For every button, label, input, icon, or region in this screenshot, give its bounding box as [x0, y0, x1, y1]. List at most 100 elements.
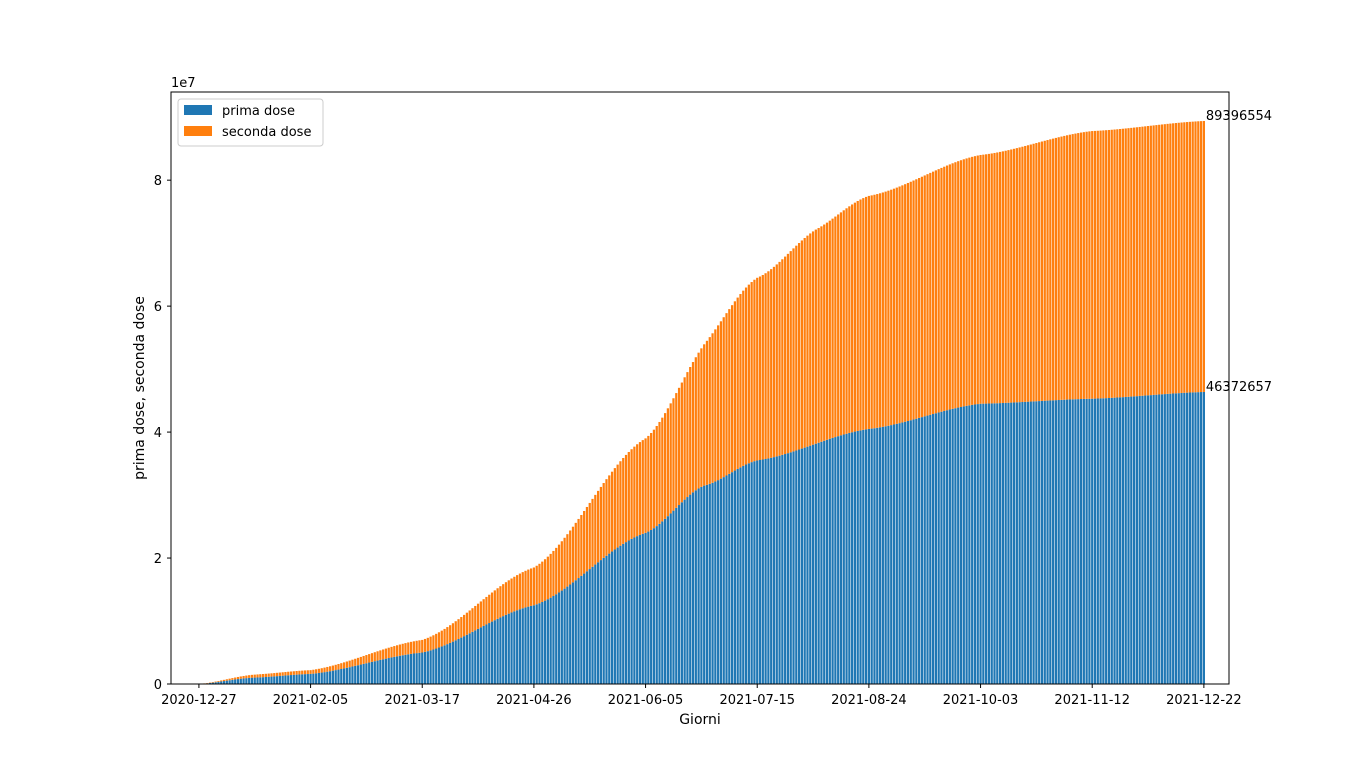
- bar-prima-dose: [1199, 392, 1203, 684]
- bar-prima-dose: [518, 609, 522, 684]
- bar-seconda-dose: [543, 559, 547, 601]
- bar-seconda-dose: [222, 679, 226, 682]
- bar-seconda-dose: [521, 572, 524, 609]
- bar-prima-dose: [253, 677, 256, 684]
- bar-seconda-dose: [303, 670, 307, 675]
- bar-seconda-dose: [1102, 130, 1105, 399]
- bar-prima-dose: [220, 681, 223, 684]
- bar-prima-dose: [1191, 392, 1194, 684]
- bar-seconda-dose: [1040, 141, 1044, 401]
- bar-seconda-dose: [909, 181, 912, 421]
- legend-box: [177, 98, 324, 147]
- bar-prima-dose: [906, 420, 910, 684]
- bar-seconda-dose: [320, 668, 323, 673]
- bar-seconda-dose: [566, 534, 569, 587]
- bar-seconda-dose: [317, 668, 321, 673]
- bar-seconda-dose: [845, 208, 848, 434]
- bar-seconda-dose: [742, 290, 745, 466]
- bar-seconda-dose: [931, 171, 935, 414]
- bar-seconda-dose: [239, 676, 242, 679]
- bar-prima-dose: [256, 677, 259, 684]
- bar-prima-dose: [488, 623, 491, 684]
- bar-prima-dose: [354, 665, 357, 684]
- bar-prima-dose: [971, 404, 974, 684]
- bar-prima-dose: [214, 682, 217, 684]
- bar-seconda-dose: [457, 619, 460, 639]
- bar-prima-dose: [591, 566, 594, 684]
- bar-prima-dose: [792, 451, 795, 684]
- bar-prima-dose: [937, 412, 940, 684]
- bar-prima-dose: [398, 655, 402, 684]
- bar-seconda-dose: [814, 229, 817, 444]
- bar-seconda-dose: [806, 235, 809, 447]
- bar-seconda-dose: [518, 573, 522, 610]
- bar-prima-dose: [460, 637, 463, 684]
- bar-seconda-dose: [301, 670, 304, 675]
- bar-prima-dose: [1144, 395, 1147, 684]
- bar-prima-dose: [359, 664, 362, 684]
- bar-seconda-dose: [655, 426, 658, 527]
- bar-seconda-dose: [1132, 127, 1136, 397]
- bar-seconda-dose: [1186, 122, 1189, 393]
- bar-seconda-dose: [1018, 147, 1021, 403]
- bar-seconda-dose: [817, 228, 820, 443]
- bar-prima-dose: [329, 671, 332, 684]
- bar-prima-dose: [499, 617, 502, 684]
- bar-prima-dose: [700, 486, 703, 684]
- bar-seconda-dose: [954, 162, 957, 409]
- bar-seconda-dose: [1068, 134, 1071, 400]
- bars-group: [200, 120, 1205, 684]
- bar-seconda-dose: [407, 642, 410, 655]
- bar-seconda-dose: [867, 195, 870, 429]
- bar-seconda-dose: [499, 586, 502, 618]
- bar-seconda-dose: [490, 592, 494, 622]
- bar-prima-dose: [694, 490, 697, 684]
- bar-prima-dose: [725, 475, 728, 684]
- bar-prima-dose: [820, 441, 823, 684]
- bar-prima-dose: [245, 678, 248, 684]
- bar-seconda-dose: [892, 188, 896, 425]
- bar-seconda-dose: [557, 544, 561, 593]
- bar-prima-dose: [435, 648, 438, 684]
- bar-seconda-dose: [1107, 129, 1111, 399]
- bar-seconda-dose: [253, 674, 256, 678]
- bar-prima-dose: [585, 571, 589, 684]
- bar-prima-dose: [516, 610, 519, 684]
- bar-prima-dose: [415, 653, 418, 684]
- bar-prima-dose: [881, 426, 884, 684]
- bar-prima-dose: [806, 446, 809, 684]
- bar-prima-dose: [934, 413, 937, 684]
- bar-prima-dose: [1026, 401, 1030, 684]
- bar-seconda-dose: [359, 656, 362, 665]
- bar-seconda-dose: [585, 506, 589, 572]
- bar-prima-dose: [1096, 398, 1099, 684]
- bar-seconda-dose: [1004, 150, 1007, 403]
- bar-seconda-dose: [507, 580, 510, 614]
- bar-prima-dose: [521, 608, 524, 684]
- bar-seconda-dose: [1160, 124, 1164, 395]
- bar-seconda-dose: [862, 198, 865, 430]
- bar-prima-dose: [761, 459, 764, 684]
- bar-prima-dose: [1001, 402, 1004, 684]
- bar-seconda-dose: [859, 199, 862, 431]
- bar-prima-dose: [421, 652, 424, 684]
- bar-seconda-dose: [1202, 120, 1205, 392]
- bar-seconda-dose: [368, 654, 371, 663]
- bar-prima-dose: [373, 661, 376, 684]
- bar-prima-dose: [552, 596, 555, 684]
- bar-seconda-dose: [426, 637, 429, 652]
- bar-seconda-dose: [460, 617, 463, 638]
- bar-prima-dose: [527, 606, 530, 684]
- bar-prima-dose: [1149, 395, 1152, 684]
- bar-seconda-dose: [421, 639, 424, 653]
- bar-seconda-dose: [541, 561, 544, 602]
- bar-seconda-dose: [569, 530, 572, 585]
- bar-prima-dose: [892, 424, 896, 684]
- bar-prima-dose: [262, 677, 265, 684]
- bar-seconda-dose: [915, 179, 918, 419]
- bar-prima-dose: [825, 439, 829, 684]
- bar-seconda-dose: [502, 584, 505, 617]
- bar-seconda-dose: [613, 468, 616, 550]
- bar-prima-dose: [382, 659, 385, 684]
- bar-seconda-dose: [393, 646, 396, 657]
